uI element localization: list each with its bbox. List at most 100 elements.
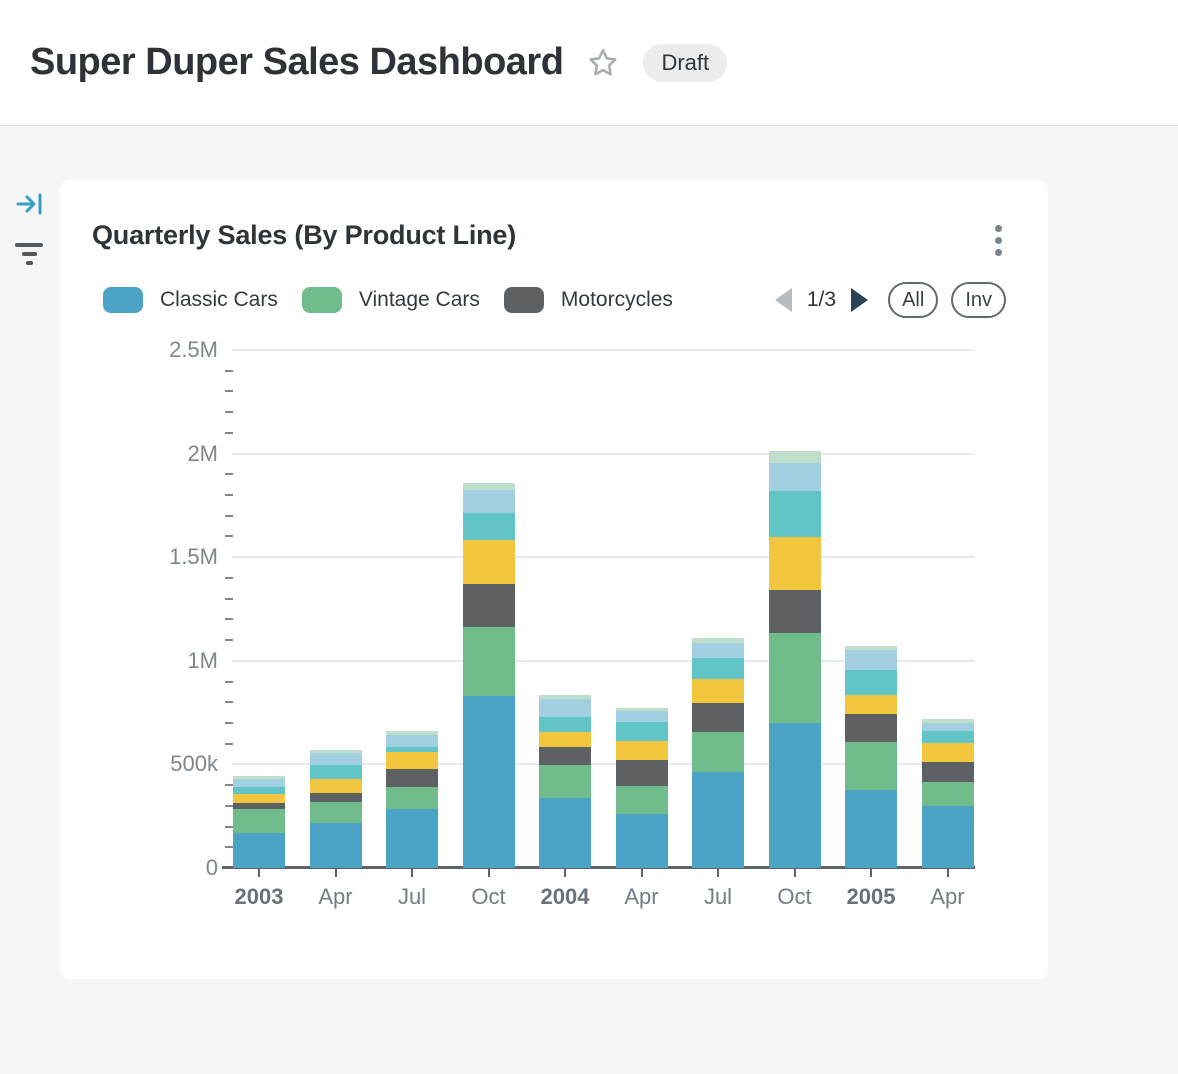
kebab-menu-icon[interactable] [986, 220, 1010, 260]
bar-segment[interactable] [386, 746, 438, 753]
x-axis-tick [870, 868, 872, 877]
y-minor-tick [225, 701, 233, 704]
bar-segment[interactable] [539, 698, 591, 717]
bar-segment[interactable] [615, 786, 668, 814]
bar-segment[interactable] [615, 813, 668, 868]
bar-segment[interactable] [692, 731, 744, 772]
bar-segment[interactable] [539, 695, 591, 699]
bar-segment[interactable] [768, 490, 821, 538]
bar-segment[interactable] [845, 670, 897, 695]
bar-segment[interactable] [462, 584, 515, 627]
bar-segment[interactable] [233, 832, 285, 868]
legend-item[interactable]: Classic Cars [103, 287, 278, 313]
bar-segment[interactable] [233, 786, 285, 794]
bar-segment[interactable] [921, 719, 974, 723]
bar-segment[interactable] [615, 722, 668, 742]
bar-segment[interactable] [845, 646, 897, 651]
gridline [232, 349, 975, 351]
bar-segment[interactable] [692, 643, 744, 659]
bar-segment[interactable] [921, 730, 974, 744]
bar-segment[interactable] [539, 746, 591, 766]
bar-segment[interactable] [768, 537, 821, 590]
legend-label: Motorcycles [560, 288, 673, 311]
bar-segment[interactable] [309, 801, 362, 824]
bar-segment[interactable] [309, 765, 362, 779]
gridline [232, 556, 975, 559]
bar-segment[interactable] [692, 771, 744, 868]
bar-segment[interactable] [233, 793, 285, 803]
next-page-icon[interactable] [851, 288, 869, 312]
bar-segment[interactable] [615, 759, 668, 787]
x-axis-label: Jul [703, 884, 733, 909]
bar-segment[interactable] [462, 513, 515, 540]
legend-page-indicator: 1/3 [806, 288, 837, 311]
bar-segment[interactable] [309, 778, 362, 794]
bar-segment[interactable] [921, 761, 974, 783]
bar-segment[interactable] [768, 633, 821, 724]
bar-segment[interactable] [845, 650, 897, 671]
y-minor-tick [225, 576, 233, 579]
legend-item[interactable]: Vintage Cars [301, 287, 480, 313]
bar-segment[interactable] [845, 741, 897, 790]
bar-segment[interactable] [539, 798, 591, 868]
bar-segment[interactable] [615, 741, 668, 760]
bar-segment[interactable] [386, 731, 438, 735]
bar-segment[interactable] [768, 589, 821, 634]
x-axis-tick [793, 868, 796, 877]
collapse-panel-icon[interactable] [15, 189, 45, 224]
bar-segment[interactable] [615, 708, 668, 712]
bar-segment[interactable] [386, 752, 438, 769]
bar-segment[interactable] [386, 808, 438, 868]
bar-segment[interactable] [768, 462, 821, 491]
bar-segment[interactable] [921, 743, 974, 762]
y-minor-tick [225, 825, 233, 828]
bar-segment[interactable] [462, 626, 515, 697]
y-axis-label: 1M [187, 647, 218, 673]
bar-segment[interactable] [692, 658, 744, 680]
status-badge: Draft [643, 43, 728, 82]
filter-bar [15, 243, 43, 247]
bar-segment[interactable] [233, 778, 285, 787]
bar-segment[interactable] [309, 753, 362, 766]
filter-bar [25, 261, 33, 265]
bar-segment[interactable] [921, 722, 974, 731]
bar-segment[interactable] [386, 787, 438, 809]
bar-segment[interactable] [692, 703, 744, 732]
y-minor-tick [225, 411, 233, 414]
prev-page-icon[interactable] [774, 288, 792, 312]
bar-segment[interactable] [309, 793, 362, 802]
filter-icon[interactable] [14, 243, 44, 265]
bar-segment[interactable] [462, 696, 515, 868]
bar-segment[interactable] [692, 679, 744, 704]
bar-segment[interactable] [233, 802, 285, 810]
bar-segment[interactable] [462, 539, 515, 585]
bar-segment[interactable] [233, 809, 285, 833]
y-minor-tick [225, 742, 233, 745]
bar-segment[interactable] [692, 638, 744, 644]
bar-segment[interactable] [309, 823, 362, 868]
legend-items: Classic Cars Vintage Cars Motorcycles [103, 287, 673, 313]
y-minor-tick [225, 473, 233, 476]
bar-segment[interactable] [845, 789, 897, 868]
bar-segment[interactable] [768, 450, 821, 463]
bar-segment[interactable] [309, 750, 362, 754]
bar-segment[interactable] [768, 723, 821, 868]
legend-item[interactable]: Motorcycles [503, 287, 673, 313]
bar-segment[interactable] [386, 768, 438, 788]
bar-segment[interactable] [462, 489, 515, 514]
bar-segment[interactable] [539, 716, 591, 732]
bar-segment[interactable] [233, 775, 285, 779]
legend-inv-button[interactable]: Inv [951, 282, 1006, 318]
legend-all-button[interactable]: All [888, 282, 939, 318]
bar-segment[interactable] [539, 765, 591, 799]
bar-segment[interactable] [539, 731, 591, 747]
bar-segment[interactable] [921, 782, 974, 807]
bar-segment[interactable] [386, 734, 438, 747]
star-icon[interactable] [585, 45, 621, 81]
bar-segment[interactable] [845, 695, 897, 715]
bar-segment[interactable] [615, 711, 668, 723]
x-axis-label: Apr [318, 884, 353, 909]
bar-segment[interactable] [845, 714, 897, 742]
bar-segment[interactable] [921, 806, 974, 868]
bar-segment[interactable] [462, 482, 515, 490]
